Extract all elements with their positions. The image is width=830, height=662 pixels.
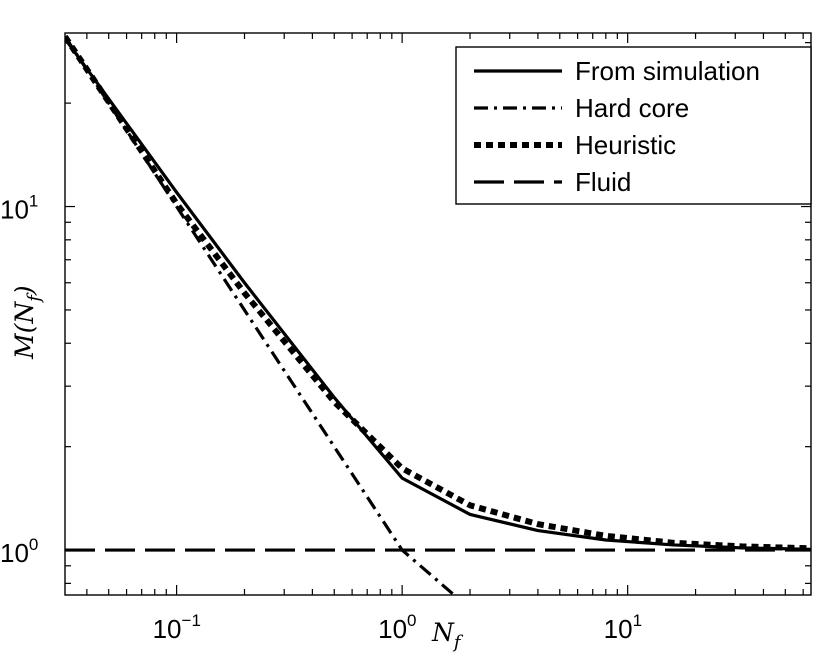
y-tick-label: 101 (0, 192, 38, 225)
x-tick-label: 10−1 (153, 611, 201, 644)
series-layer (65, 34, 811, 595)
legend: From simulation Hard core Heuristic Flui… (455, 46, 812, 205)
y-axis-label-close: ) (10, 285, 39, 296)
x-axis-label-sub: f (452, 632, 464, 653)
plot-area-border (64, 32, 812, 596)
axis-ticks (65, 33, 811, 595)
axes-frame (64, 32, 812, 596)
legend-label-fluid: Fluid (575, 167, 631, 197)
x-tick-label: 101 (604, 611, 642, 644)
x-axis-label-main: N (431, 618, 455, 647)
legend-label-from-simulation: From simulation (575, 56, 760, 86)
y-axis-label: M(Nf) (10, 285, 45, 360)
x-axis-label: Nf (431, 618, 464, 653)
series-from-simulation-line (65, 37, 811, 551)
x-tick-label: 100 (378, 611, 416, 644)
legend-box (455, 46, 812, 205)
legend-label-heuristic: Heuristic (575, 130, 676, 160)
legend-label-hard-core: Hard core (575, 93, 689, 123)
tick-labels: 10−1 100 101 100 101 (0, 192, 642, 644)
series-heuristic-line (65, 34, 811, 552)
y-tick-label: 100 (0, 535, 38, 568)
y-axis-label-main: M(N (10, 301, 39, 360)
series-hard-core-line (65, 35, 456, 595)
